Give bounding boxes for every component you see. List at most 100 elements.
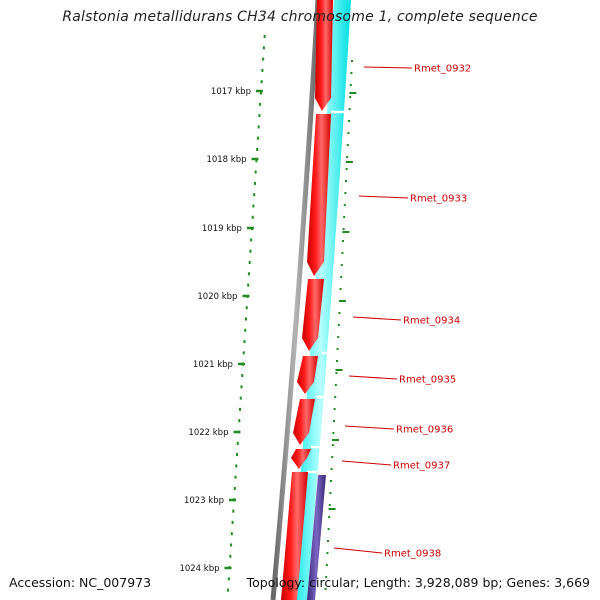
outer-ruler-dot [327, 540, 329, 542]
ruler-dot [236, 441, 239, 445]
ruler-tick-label: 1020 kbp [197, 292, 237, 302]
cyan-track-separators [307, 110, 350, 474]
outer-ruler-dot [333, 420, 335, 422]
ruler-dot [241, 374, 244, 377]
ruler-dot [227, 588, 230, 592]
ruler: 1017 kbp 1018 kbp 1019 kbp 1020 kbp 1021 kbp… [179, 35, 357, 592]
ruler-dot [247, 272, 250, 276]
ruler-tick-label: 1019 kbp [202, 224, 242, 234]
outer-ruler-dot [349, 96, 352, 98]
outer-ruler-dot [337, 336, 340, 338]
ruler-dot [227, 577, 230, 581]
topology-text: Topology: circular; Length: 3,928,089 bp… [246, 575, 590, 590]
outer-ruler-dot [340, 264, 343, 266]
gene-label-leader [352, 316, 402, 321]
gene-label[interactable]: Rmet_0935 [399, 375, 456, 386]
outer-ruler-dot [340, 276, 343, 278]
ruler-dot [251, 215, 254, 219]
ruler-dot [244, 317, 247, 321]
ruler-dot [233, 487, 236, 490]
outer-ruler-dot [348, 108, 351, 110]
cds-track [281, 0, 333, 600]
gene-label-leader [348, 375, 398, 380]
ruler-dot [229, 554, 232, 558]
ruler-dot [238, 419, 241, 423]
outer-ruler-dot [325, 564, 328, 566]
gene-label-leader [358, 195, 409, 199]
accession-text: Accession: NC_007973 [9, 575, 152, 590]
ruler-dot [253, 181, 256, 185]
ruler-dot [242, 351, 245, 355]
gene-label[interactable]: Rmet_0938 [384, 549, 441, 560]
ruler-dot [263, 35, 266, 38]
ruler-tick-label: 1022 kbp [188, 428, 228, 438]
cds-arrow-rmet-0933 [307, 114, 331, 276]
outer-ruler-dot [348, 120, 350, 122]
outer-ruler-dot [335, 372, 338, 374]
ruler-dot [249, 249, 252, 253]
ruler-dot [243, 340, 246, 344]
outer-ruler-dot [346, 144, 349, 146]
backbone-track [270, 0, 321, 600]
outer-ruler-dot [349, 84, 352, 86]
ruler-dot [250, 238, 253, 242]
ruler-dot [244, 328, 247, 332]
cds-arrow-rmet-0938 [281, 472, 308, 600]
outer-ruler-dot [347, 132, 350, 134]
ruler-dot [247, 283, 250, 287]
outer-ruler-dot [328, 516, 331, 518]
ruler-tick-label: 1017 kbp [211, 87, 251, 97]
outer-ruler-dot [326, 552, 329, 554]
outer-ruler-dot [351, 60, 353, 62]
ruler-dot [240, 385, 243, 389]
ruler-dot [255, 159, 258, 163]
ruler-dot [245, 306, 248, 310]
ruler-dot [230, 543, 233, 547]
outer-ruler-dot [338, 312, 341, 314]
outer-ruler-dot [327, 528, 330, 530]
gene-label-leader [341, 460, 392, 466]
outer-ruler-dot [332, 432, 335, 434]
cds-arrow-rmet-0937 [291, 449, 311, 469]
ruler-dot [261, 68, 264, 72]
ruler-dot [239, 396, 242, 400]
ruler-dot [257, 125, 260, 129]
outer-ruler-dot [345, 168, 348, 170]
ruler-dot [248, 261, 251, 264]
map-title: Ralstonia metallidurans CH34 chromosome … [62, 9, 538, 25]
ruler-dot [234, 475, 237, 479]
ruler-dot [260, 80, 263, 84]
outer-ruler-dot [330, 468, 333, 470]
ruler-dot [231, 520, 234, 524]
outer-ruler-dot [325, 576, 328, 578]
ruler-dot [236, 453, 239, 457]
ruler-dot [256, 148, 259, 151]
cds-arrow-rmet-0936 [293, 399, 315, 445]
gene-label[interactable]: Rmet_0933 [410, 194, 467, 205]
gene-label[interactable]: Rmet_0937 [393, 461, 450, 472]
cds-arrow-rmet-0935 [297, 356, 318, 394]
outer-ruler-dot [345, 180, 347, 182]
ruler-dot [239, 407, 242, 411]
outer-ruler-dot [341, 252, 344, 254]
outer-ruler-dot [333, 408, 336, 410]
outer-ruler-dot [339, 288, 342, 290]
gene-label[interactable]: Rmet_0934 [403, 316, 460, 327]
outer-ruler-dot [334, 384, 337, 386]
outer-ruler-dot [343, 216, 346, 218]
gene-label-leader [344, 425, 395, 430]
ruler-dot [235, 464, 238, 468]
outer-ruler-dot [328, 504, 331, 506]
cds-arrow-rmet-0932 [315, 0, 333, 111]
outer-ruler-dot [331, 444, 334, 446]
gene-label[interactable]: Rmet_0932 [414, 64, 471, 75]
gene-label[interactable]: Rmet_0936 [396, 425, 453, 436]
outer-ruler-dot [334, 396, 337, 398]
ruler-dot [256, 136, 259, 140]
outer-ruler-dot [324, 588, 327, 590]
ruler-dot [259, 91, 262, 95]
cds-arrow-rmet-0934 [302, 279, 324, 351]
ruler-tick-label: 1023 kbp [184, 496, 224, 506]
